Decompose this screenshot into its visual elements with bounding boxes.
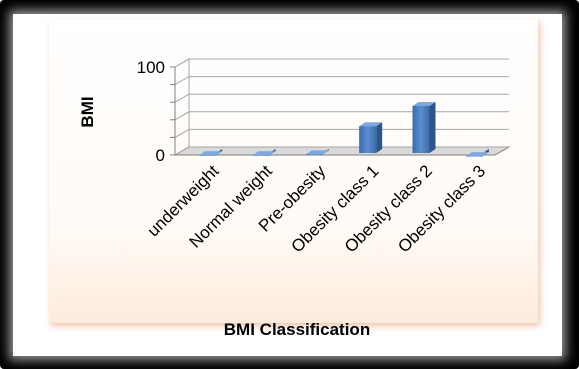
chart-floor <box>173 146 511 156</box>
bar-front <box>359 126 377 153</box>
bar-top <box>359 122 383 127</box>
gridline <box>174 93 509 103</box>
bar-top <box>465 152 489 157</box>
bar-top <box>412 101 436 106</box>
bar <box>305 149 329 155</box>
y-tick-labels: 0 100 <box>137 58 165 165</box>
chart-walls <box>173 58 511 156</box>
y-tick-label: 0 <box>156 146 165 165</box>
bar-top <box>305 150 329 155</box>
bar-top <box>199 151 223 156</box>
side-wall <box>174 58 190 156</box>
plot-area <box>49 19 538 323</box>
bar-front <box>465 156 483 157</box>
bars <box>199 101 489 157</box>
bar-top <box>252 151 276 156</box>
y-axis-title: BMI <box>78 96 97 127</box>
gridline <box>174 76 509 86</box>
bar <box>412 101 436 153</box>
bar <box>465 149 489 157</box>
bar <box>199 149 223 156</box>
bar <box>252 149 276 156</box>
gridline <box>174 128 509 138</box>
gridlines <box>170 58 509 156</box>
gridline <box>174 111 509 121</box>
bar-front <box>412 105 430 153</box>
bar-front <box>199 155 217 156</box>
bar-front <box>252 155 270 156</box>
bar <box>359 122 383 153</box>
bar-side <box>429 101 436 153</box>
x-axis-title: BMI Classification <box>224 320 370 339</box>
bar-front <box>305 154 323 155</box>
bar-side <box>376 122 383 153</box>
y-tick-label: 100 <box>137 58 165 77</box>
gridline <box>174 58 509 68</box>
gridline <box>174 146 509 156</box>
